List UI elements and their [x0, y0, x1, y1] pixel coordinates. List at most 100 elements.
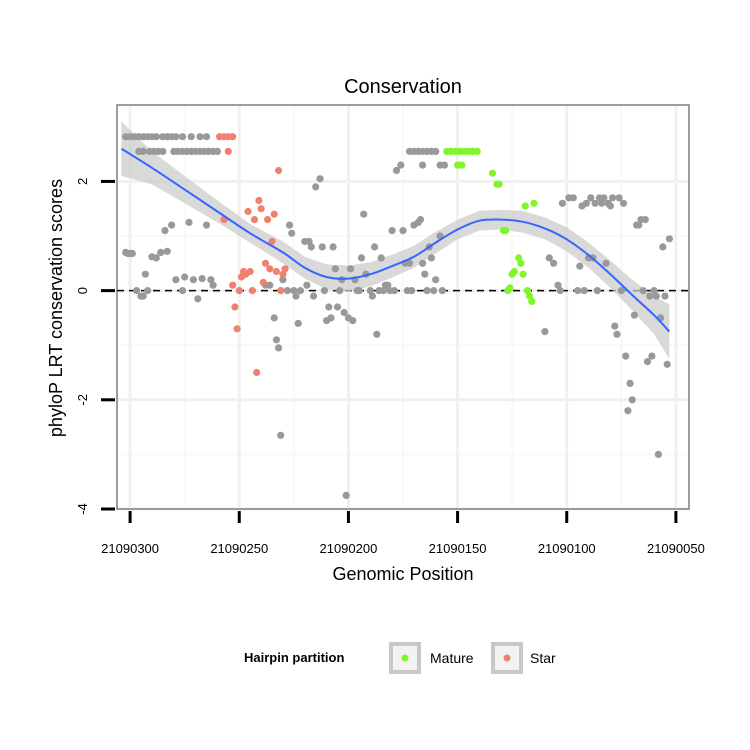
- data-point-other: [340, 308, 348, 317]
- data-point-other: [196, 133, 204, 141]
- data-point-other: [591, 199, 599, 207]
- data-point-other: [279, 276, 287, 284]
- data-point-other: [202, 133, 211, 141]
- data-point-other: [639, 287, 647, 295]
- data-point-star: [224, 147, 232, 155]
- data-point-mature: [506, 284, 514, 292]
- data-point-other: [643, 358, 652, 366]
- data-point-other: [202, 221, 211, 229]
- data-point-other: [587, 194, 595, 202]
- legend-label-mature: Mature: [430, 650, 474, 666]
- data-point-other: [152, 133, 160, 141]
- legend-label-star: Star: [530, 650, 556, 666]
- data-point-mature: [530, 199, 538, 207]
- x-tick-label: 21090050: [647, 541, 705, 556]
- data-point-other: [178, 133, 187, 141]
- data-point-other: [421, 270, 429, 278]
- confidence-band: [121, 121, 670, 359]
- data-point-other: [172, 276, 180, 284]
- data-point-other: [266, 281, 274, 289]
- data-point-other: [194, 295, 202, 303]
- data-point-other: [318, 243, 326, 251]
- data-point-other: [598, 199, 606, 207]
- confidence-band-layer: [121, 121, 670, 359]
- data-point-other: [423, 287, 431, 295]
- data-point-other: [357, 254, 366, 262]
- data-point-other: [408, 287, 416, 295]
- data-point-other: [373, 330, 381, 338]
- data-point-other: [128, 249, 136, 258]
- data-point-other: [168, 221, 176, 229]
- data-point-other: [646, 292, 654, 300]
- x-tick-label: 21090250: [210, 541, 268, 556]
- data-point-other: [336, 287, 344, 295]
- data-point-other: [390, 287, 398, 295]
- data-point-mature: [517, 259, 525, 267]
- data-point-other: [648, 352, 656, 360]
- data-point-other: [331, 265, 339, 273]
- data-point-other: [360, 210, 368, 218]
- data-point-other: [617, 287, 625, 295]
- data-point-star: [264, 216, 272, 224]
- data-point-star: [250, 216, 259, 224]
- data-point-other: [316, 175, 324, 183]
- data-point-star: [229, 281, 237, 289]
- data-point-mature: [528, 297, 536, 306]
- data-point-other: [569, 194, 577, 202]
- data-point-other: [305, 237, 313, 246]
- y-tick-label: -4: [75, 503, 90, 515]
- data-point-star: [253, 368, 261, 377]
- data-point-other: [294, 319, 302, 327]
- data-point-other: [283, 287, 291, 295]
- data-point-other: [419, 259, 427, 267]
- data-point-other: [659, 243, 667, 251]
- data-point-other: [325, 303, 333, 311]
- data-point-star: [281, 265, 289, 273]
- data-point-other: [558, 199, 567, 207]
- data-point-other: [606, 202, 615, 210]
- data-point-other: [303, 281, 311, 289]
- data-point-star: [235, 287, 243, 295]
- data-point-other: [198, 275, 206, 283]
- legend-key-mature-dot: [401, 654, 409, 662]
- data-point-mature: [502, 227, 510, 235]
- data-point-mature: [523, 287, 532, 295]
- data-point-other: [161, 227, 169, 235]
- data-point-other: [440, 161, 449, 169]
- x-tick-label: 21090200: [319, 541, 377, 556]
- data-point-star: [259, 278, 267, 286]
- panel-border: [116, 104, 690, 510]
- data-point-other: [615, 194, 623, 202]
- data-point-other: [550, 259, 558, 267]
- data-point-other: [624, 407, 632, 415]
- data-point-other: [554, 281, 562, 289]
- data-point-other: [371, 243, 379, 251]
- data-point-star: [248, 287, 256, 295]
- data-point-other: [141, 270, 149, 278]
- data-point-other: [626, 379, 634, 387]
- data-point-star: [229, 133, 237, 141]
- data-point-star: [268, 237, 276, 246]
- data-point-other: [432, 276, 440, 284]
- data-point-other: [189, 276, 197, 284]
- data-point-other: [366, 287, 374, 295]
- data-point-other: [622, 352, 630, 360]
- data-point-other: [652, 292, 660, 300]
- legend-key-star-dot: [503, 654, 511, 662]
- data-point-other: [181, 273, 189, 281]
- data-point-other: [157, 248, 165, 256]
- data-point-other: [613, 330, 621, 338]
- data-point-other: [432, 147, 440, 155]
- data-point-star: [277, 287, 285, 295]
- data-point-other: [582, 199, 591, 207]
- data-point-other: [209, 281, 217, 289]
- chart-title: Conservation: [344, 76, 462, 98]
- data-point-other: [355, 287, 363, 295]
- data-point-other: [288, 229, 296, 237]
- data-point-other: [152, 254, 160, 262]
- data-point-other: [377, 254, 385, 262]
- x-axis-title: Genomic Position: [332, 564, 473, 584]
- data-point-star: [279, 270, 287, 278]
- data-point-other: [139, 292, 147, 300]
- data-point-mature: [495, 180, 503, 188]
